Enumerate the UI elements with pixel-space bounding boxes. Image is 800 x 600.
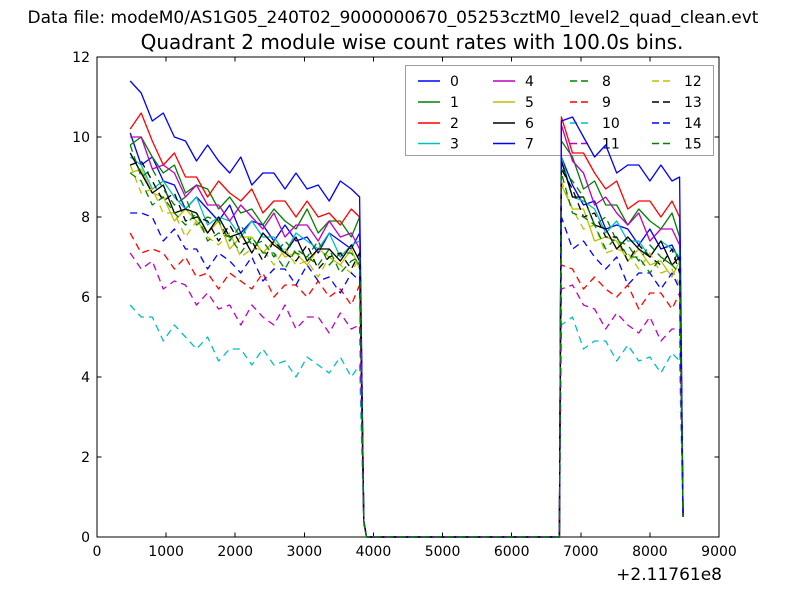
- legend-label-3: 3: [450, 137, 459, 153]
- x-tick-label: 8000: [632, 544, 668, 560]
- x-tick-label: 4000: [356, 544, 392, 560]
- series-line-9: [129, 232, 684, 538]
- legend-label-4: 4: [525, 74, 534, 90]
- series-line-13: [129, 160, 684, 538]
- series-line-8: [129, 144, 684, 538]
- series-line-4: [130, 124, 684, 538]
- y-tick-label: 4: [81, 370, 90, 386]
- legend-label-9: 9: [602, 95, 611, 111]
- legend-label-11: 11: [602, 137, 620, 153]
- legend-label-2: 2: [450, 116, 459, 132]
- legend-label-7: 7: [525, 137, 534, 153]
- x-tick-label: 7000: [563, 544, 599, 560]
- x-tick-label: 5000: [425, 544, 461, 560]
- series-line-11: [129, 252, 684, 538]
- legend-label-8: 8: [602, 74, 611, 90]
- legend-label-13: 13: [684, 95, 702, 111]
- legend-label-12: 12: [684, 74, 702, 90]
- series-lines: [129, 80, 684, 538]
- series-line-14: [130, 212, 684, 538]
- chart-title: Quadrant 2 module wise count rates with …: [141, 30, 684, 54]
- series-line-10: [129, 304, 684, 538]
- x-tick-label: 0: [93, 544, 102, 560]
- y-tick-label: 10: [72, 130, 90, 146]
- x-tick-label: 1000: [148, 544, 184, 560]
- series-line-6: [129, 152, 684, 538]
- series-line-2: [129, 112, 684, 538]
- x-tick-label: 6000: [494, 544, 530, 560]
- legend-label-1: 1: [450, 95, 459, 111]
- legend-label-10: 10: [602, 116, 620, 132]
- x-tick-label: 9000: [701, 544, 737, 560]
- legend-label-14: 14: [684, 116, 702, 132]
- axes-layer: 0 1000 2000 3000 4000 5000 6000 7000 8000 9000 0 2 4…: [72, 50, 737, 560]
- series-line-12: [129, 164, 684, 538]
- y-tick-label: 12: [72, 50, 90, 66]
- y-tick-label: 8: [81, 210, 90, 226]
- series-line-1: [129, 136, 684, 538]
- legend-label-15: 15: [684, 137, 702, 153]
- y-tick-label: 6: [81, 290, 90, 306]
- legend-label-6: 6: [525, 116, 534, 132]
- series-line-0: [129, 132, 684, 538]
- x-tick-label: 2000: [217, 544, 253, 560]
- x-axis-offset-label: +2.11761e8: [616, 565, 722, 585]
- x-tick-label: 3000: [287, 544, 323, 560]
- legend-label-0: 0: [450, 74, 459, 90]
- legend-box: [405, 65, 714, 156]
- y-tick-label: 2: [81, 450, 90, 466]
- series-line-15: [129, 172, 684, 538]
- data-file-label: Data file: modeM0/AS1G05_240T02_90000006…: [28, 8, 759, 28]
- y-tick-label: 0: [81, 530, 90, 546]
- legend-label-5: 5: [525, 95, 534, 111]
- series-line-3: [129, 156, 684, 538]
- series-line-7: [129, 80, 684, 538]
